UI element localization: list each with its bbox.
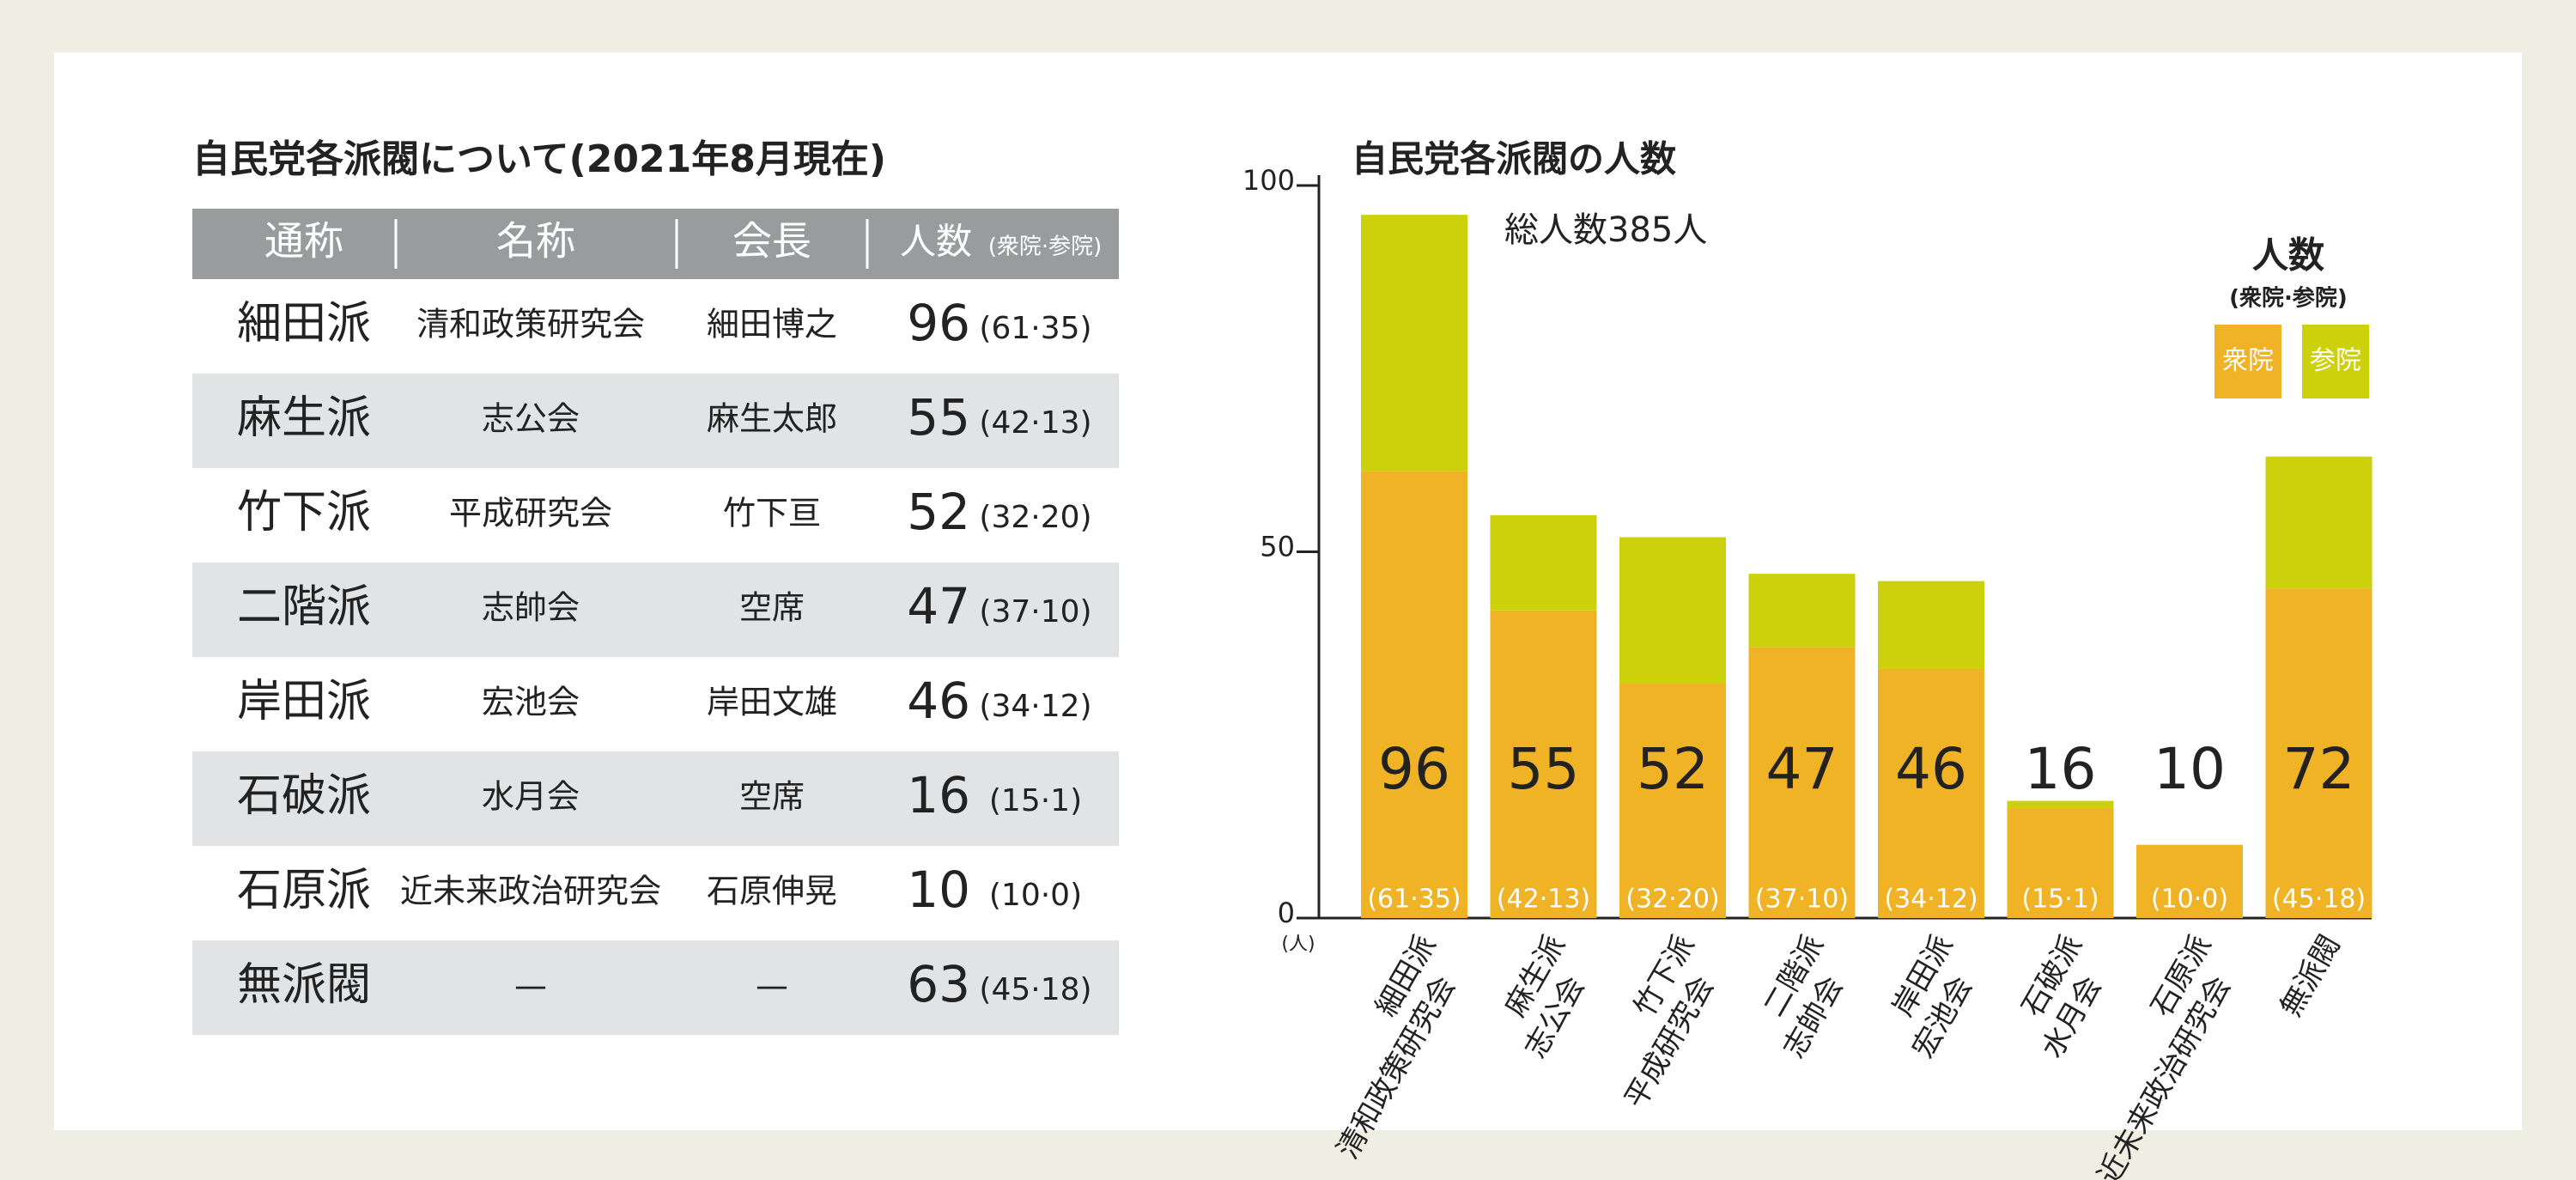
faction-name: 水月会: [482, 778, 580, 816]
legend-swatch: [2215, 325, 2281, 398]
breakdown-label: (32·20): [1625, 885, 1719, 915]
breakdown-label: (15·1): [2021, 885, 2099, 915]
faction-leader: 岸田文雄: [707, 684, 837, 721]
member-breakdown: (45·18): [979, 972, 1091, 1007]
faction-name: 近未来政治研究会: [400, 873, 661, 910]
bar-segment: [1361, 471, 1467, 918]
bar-segment: [1490, 514, 1597, 611]
breakdown-label: (42·13): [1497, 885, 1590, 915]
row-bg: [192, 374, 1119, 468]
row-bg: [192, 751, 1119, 846]
faction-leader: —: [756, 967, 788, 1005]
member-count: 10: [907, 861, 970, 919]
y-tick-label: 100: [1242, 164, 1295, 197]
annotation: 総人数385人: [1504, 210, 1707, 250]
member-count: 46: [907, 672, 970, 730]
bar-segment: [2136, 844, 2243, 918]
bar-segment: [1490, 610, 1597, 918]
table-title: 自民党各派閥について(2021年8月現在): [192, 137, 886, 181]
row-bg: [192, 563, 1119, 657]
member-breakdown: (37·10): [979, 594, 1091, 630]
chart-title: 自民党各派閥の人数: [1352, 138, 1676, 180]
legend-title: 人数: [2252, 234, 2324, 277]
faction-name: —: [514, 967, 547, 1005]
bar-segment: [1361, 215, 1467, 471]
member-breakdown: (32·20): [979, 500, 1091, 535]
faction-leader: 麻生太郎: [707, 400, 837, 438]
total-label: 72: [2283, 736, 2355, 802]
total-label: 16: [2025, 736, 2097, 802]
breakdown-label: (34·12): [1884, 885, 1978, 915]
legend-label: 衆院: [2222, 346, 2274, 376]
y-unit: (人): [1281, 934, 1315, 955]
member-breakdown: (42·13): [979, 405, 1091, 441]
y-tick-label: 50: [1260, 531, 1295, 563]
faction-leader: 石原伸晃: [707, 873, 837, 910]
total-label: 55: [1508, 736, 1580, 802]
member-breakdown: (10·0): [989, 878, 1082, 913]
bar-segment: [1878, 581, 1984, 669]
header-cell: 人数: [900, 221, 972, 263]
member-count: 55: [907, 388, 970, 447]
member-breakdown: (15·1): [989, 783, 1082, 818]
legend-subtitle: (衆院·参院): [2229, 286, 2348, 312]
header-note: (衆院·参院): [988, 234, 1103, 260]
bar-segment: [1619, 537, 1726, 684]
header-cell: 名称: [496, 218, 575, 265]
faction-nickname: 二階派: [237, 581, 371, 633]
bar-segment: [1619, 684, 1726, 918]
member-count: 47: [907, 577, 970, 636]
faction-nickname: 岸田派: [237, 676, 371, 727]
faction-nickname: 細田派: [237, 298, 371, 350]
faction-name: 平成研究会: [449, 495, 612, 532]
breakdown-label: (10·0): [2151, 885, 2228, 915]
breakdown-label: (61·35): [1367, 885, 1461, 915]
bar-segment: [2007, 808, 2114, 918]
member-breakdown: (61·35): [979, 311, 1091, 346]
faction-nickname: 石原派: [237, 865, 371, 916]
total-label: 47: [1766, 736, 1838, 802]
total-label: 96: [1378, 736, 1450, 802]
faction-leader: 空席: [739, 778, 805, 816]
bar-segment: [2265, 456, 2372, 589]
breakdown-label: (37·10): [1755, 885, 1849, 915]
faction-name: 志帥会: [482, 589, 580, 627]
breakdown-label: (45·18): [2272, 885, 2366, 915]
legend-swatch: [2302, 325, 2369, 398]
legend-label: 参院: [2310, 346, 2361, 376]
member-count: 52: [907, 483, 970, 541]
bar-segment: [1748, 574, 1856, 648]
table-header-bg: [192, 209, 1119, 279]
faction-name: 清和政策研究会: [416, 306, 645, 344]
faction-leader: 細田博之: [707, 306, 837, 344]
header-cell: 通称: [264, 218, 343, 265]
member-count: 63: [907, 955, 970, 1013]
total-label: 52: [1637, 736, 1709, 802]
faction-nickname: 竹下派: [237, 487, 371, 538]
faction-nickname: 石破派: [237, 770, 371, 822]
y-tick-label: 0: [1278, 897, 1295, 929]
bar-segment: [1748, 647, 1856, 918]
bar-segment: [2265, 588, 2372, 918]
header-cell: 会長: [732, 218, 811, 265]
faction-nickname: 無派閥: [237, 959, 371, 1011]
bar-segment: [2007, 800, 2114, 809]
faction-leader: 竹下亘: [723, 495, 821, 532]
faction-nickname: 麻生派: [237, 392, 371, 444]
faction-name: 志公会: [482, 400, 580, 438]
total-label: 10: [2154, 736, 2226, 802]
member-count: 16: [907, 766, 970, 824]
member-count: 96: [907, 294, 970, 352]
total-label: 46: [1895, 736, 1967, 802]
member-breakdown: (34·12): [979, 689, 1091, 724]
faction-name: 宏池会: [482, 684, 580, 721]
row-bg: [192, 940, 1119, 1035]
bar-segment: [1878, 668, 1984, 918]
faction-leader: 空席: [739, 589, 805, 627]
